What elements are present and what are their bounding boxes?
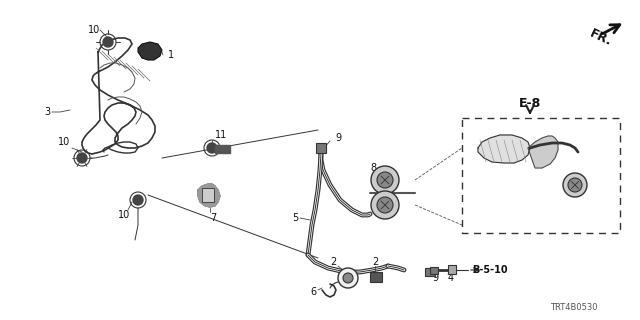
Circle shape: [568, 178, 582, 192]
Polygon shape: [528, 136, 558, 168]
Circle shape: [371, 166, 399, 194]
Polygon shape: [138, 42, 162, 60]
Circle shape: [77, 153, 87, 163]
Text: B-5-10: B-5-10: [472, 265, 508, 275]
Circle shape: [103, 37, 113, 47]
Bar: [430, 267, 438, 274]
Text: 10: 10: [58, 137, 70, 147]
Bar: [316, 143, 326, 153]
Text: 9: 9: [335, 133, 341, 143]
Bar: [370, 272, 382, 282]
Text: 8: 8: [375, 207, 381, 217]
Circle shape: [377, 197, 393, 213]
Text: 5: 5: [292, 213, 298, 223]
Text: TRT4B0530: TRT4B0530: [550, 303, 598, 313]
Circle shape: [207, 143, 217, 153]
Circle shape: [133, 195, 143, 205]
Text: E-8: E-8: [519, 97, 541, 109]
Text: 2: 2: [330, 257, 336, 267]
Bar: [425, 268, 435, 276]
Bar: [462, 118, 620, 233]
Circle shape: [377, 172, 393, 188]
Bar: [448, 265, 456, 274]
Text: 10: 10: [88, 25, 100, 35]
Text: 2: 2: [372, 257, 378, 267]
Circle shape: [371, 191, 399, 219]
Text: 8: 8: [370, 163, 376, 173]
Circle shape: [338, 268, 358, 288]
Text: 7: 7: [210, 213, 216, 223]
Text: 4: 4: [448, 273, 454, 283]
Text: 11: 11: [215, 130, 227, 140]
Circle shape: [343, 273, 353, 283]
Polygon shape: [478, 135, 530, 163]
Circle shape: [563, 173, 587, 197]
Text: 6: 6: [310, 287, 316, 297]
Text: FR.: FR.: [588, 27, 614, 49]
Bar: [215, 145, 230, 153]
Text: 3: 3: [44, 107, 50, 117]
Text: 10: 10: [118, 210, 131, 220]
Text: 9: 9: [432, 273, 438, 283]
Bar: [202, 188, 214, 202]
Polygon shape: [198, 184, 220, 207]
Text: 1: 1: [168, 50, 174, 60]
